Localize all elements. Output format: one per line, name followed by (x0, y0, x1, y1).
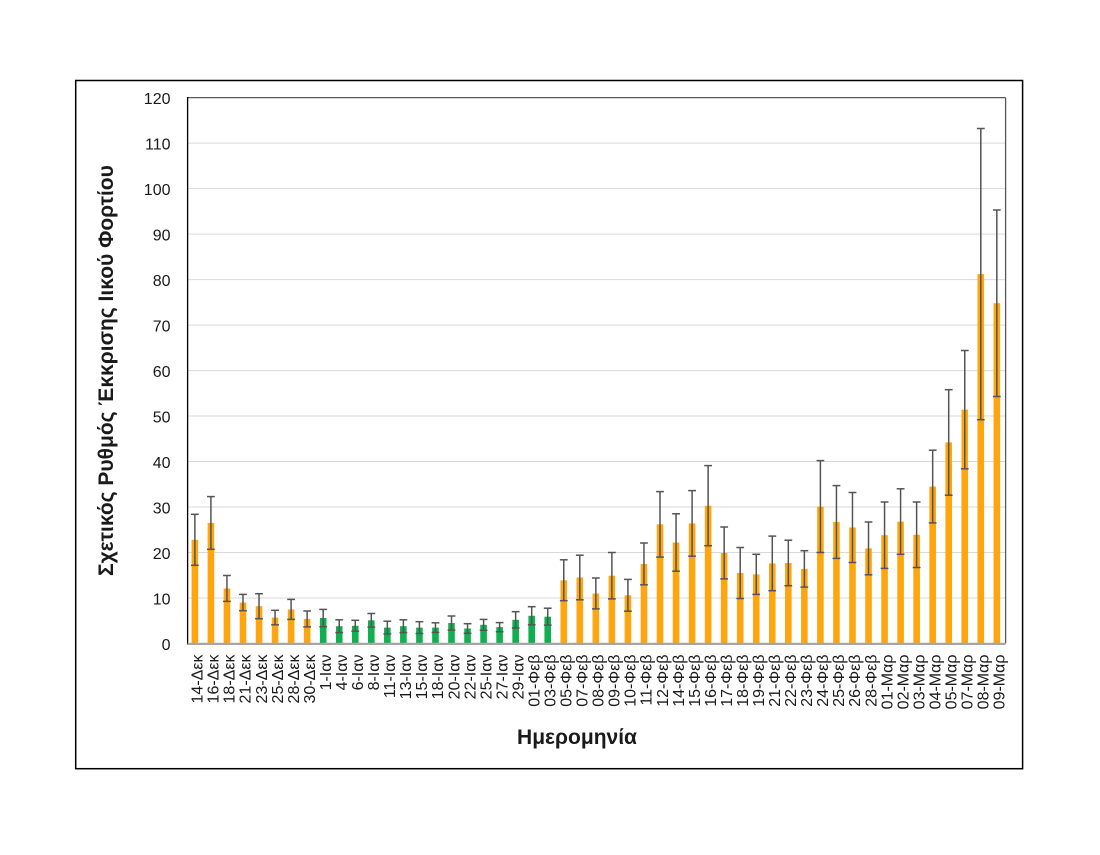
svg-text:09-Μαρ: 09-Μαρ (992, 655, 1009, 710)
svg-text:29-Ιαν: 29-Ιαν (510, 655, 527, 700)
svg-text:70: 70 (153, 318, 171, 335)
svg-text:01-Φεβ: 01-Φεβ (526, 655, 543, 707)
svg-text:10-Φεβ: 10-Φεβ (623, 655, 640, 707)
svg-text:16-Δεκ: 16-Δεκ (206, 654, 223, 704)
svg-text:60: 60 (153, 364, 171, 381)
svg-text:17-Φεβ: 17-Φεβ (719, 655, 736, 707)
svg-text:21-Φεβ: 21-Φεβ (767, 655, 784, 707)
svg-text:19-Φεβ: 19-Φεβ (751, 655, 768, 707)
svg-text:15-Ιαν: 15-Ιαν (414, 655, 431, 700)
svg-text:18-Δεκ: 18-Δεκ (222, 654, 239, 704)
svg-text:30-Δεκ: 30-Δεκ (302, 654, 319, 704)
svg-text:80: 80 (153, 273, 171, 290)
svg-text:23-Δεκ: 23-Δεκ (254, 654, 271, 704)
svg-text:25-Δεκ: 25-Δεκ (270, 654, 287, 704)
svg-text:08-Μαρ: 08-Μαρ (976, 655, 993, 710)
svg-text:27-Ιαν: 27-Ιαν (494, 655, 511, 700)
svg-text:18-Φεβ: 18-Φεβ (735, 655, 752, 707)
svg-text:100: 100 (144, 182, 171, 199)
svg-text:8-Ιαν: 8-Ιαν (366, 655, 383, 691)
svg-text:0: 0 (162, 637, 171, 654)
svg-text:15-Φεβ: 15-Φεβ (687, 655, 704, 707)
svg-text:11-Ιαν: 11-Ιαν (382, 655, 399, 699)
svg-text:11-Φεβ: 11-Φεβ (639, 655, 656, 706)
svg-text:21-Δεκ: 21-Δεκ (238, 654, 255, 704)
svg-text:07-Φεβ: 07-Φεβ (575, 655, 592, 707)
svg-text:14-Δεκ: 14-Δεκ (190, 654, 207, 704)
svg-text:05-Μαρ: 05-Μαρ (943, 655, 960, 710)
svg-text:20-Ιαν: 20-Ιαν (446, 655, 463, 700)
svg-text:04-Μαρ: 04-Μαρ (927, 655, 944, 710)
svg-text:02-Μαρ: 02-Μαρ (895, 655, 912, 710)
svg-text:120: 120 (144, 91, 171, 108)
svg-text:12-Φεβ: 12-Φεβ (655, 655, 672, 707)
svg-text:13-Ιαν: 13-Ιαν (398, 655, 415, 700)
svg-text:03-Μαρ: 03-Μαρ (911, 655, 928, 710)
svg-text:03-Φεβ: 03-Φεβ (542, 655, 559, 707)
svg-text:08-Φεβ: 08-Φεβ (591, 655, 608, 707)
svg-text:25-Ιαν: 25-Ιαν (478, 655, 495, 700)
svg-text:30: 30 (153, 500, 171, 517)
svg-text:90: 90 (153, 227, 171, 244)
svg-text:20: 20 (153, 546, 171, 563)
svg-text:28-Φεβ: 28-Φεβ (863, 655, 880, 707)
svg-text:Ημερομηνία: Ημερομηνία (517, 726, 637, 749)
svg-text:24-Φεβ: 24-Φεβ (815, 655, 832, 707)
svg-text:09-Φεβ: 09-Φεβ (607, 655, 624, 707)
svg-text:28-Δεκ: 28-Δεκ (286, 654, 303, 704)
svg-text:16-Φεβ: 16-Φεβ (703, 655, 720, 707)
svg-text:18-Ιαν: 18-Ιαν (430, 655, 447, 700)
svg-text:05-Φεβ: 05-Φεβ (559, 655, 576, 707)
svg-text:26-Φεβ: 26-Φεβ (847, 655, 864, 707)
svg-text:1-Ιαν: 1-Ιαν (318, 655, 335, 691)
svg-text:23-Φεβ: 23-Φεβ (799, 655, 816, 707)
svg-text:4-Ιαν: 4-Ιαν (334, 655, 351, 691)
svg-text:40: 40 (153, 455, 171, 472)
svg-text:01-Μαρ: 01-Μαρ (879, 655, 896, 710)
svg-text:07-Μαρ: 07-Μαρ (960, 655, 977, 710)
svg-text:22-Ιαν: 22-Ιαν (462, 655, 479, 700)
svg-text:Σχετικός Ρυθμός Έκκρισης Ιικού: Σχετικός Ρυθμός Έκκρισης Ιικού Φορτίου (95, 165, 118, 576)
svg-text:6-Ιαν: 6-Ιαν (350, 655, 367, 691)
svg-text:10: 10 (153, 591, 171, 608)
svg-text:50: 50 (153, 409, 171, 426)
svg-text:110: 110 (145, 136, 171, 153)
svg-text:25-Φεβ: 25-Φεβ (831, 655, 848, 707)
svg-text:22-Φεβ: 22-Φεβ (783, 655, 800, 707)
svg-text:14-Φεβ: 14-Φεβ (671, 655, 688, 707)
